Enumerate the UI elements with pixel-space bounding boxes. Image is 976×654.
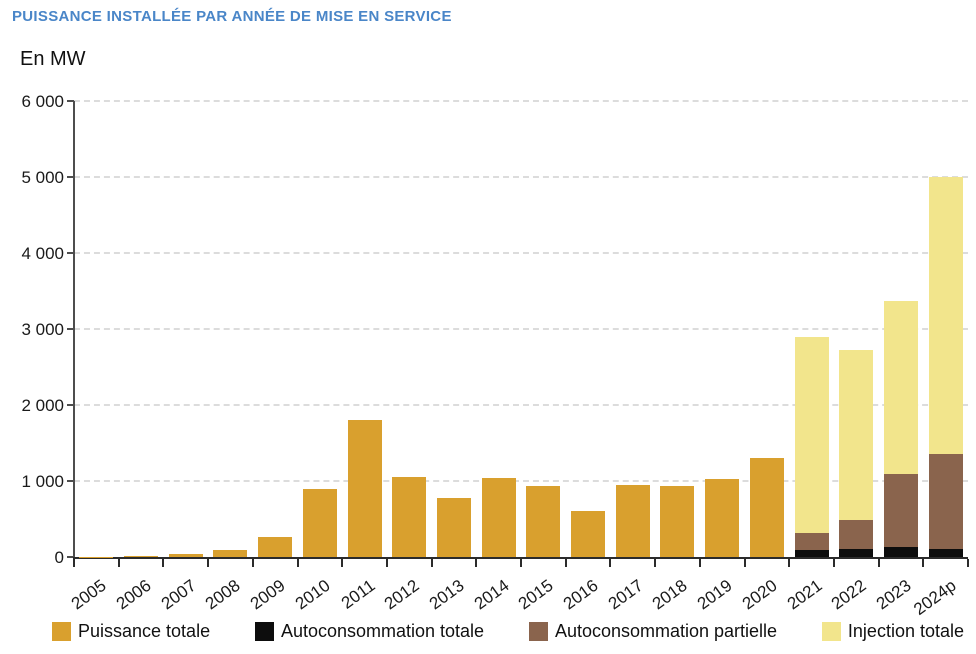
x-axis-tick (832, 559, 835, 567)
bar-2016-puissance_totale (571, 510, 606, 557)
bar-2022-autoconsommation_totale (839, 548, 874, 557)
legend-swatch-autoconsommation_totale (254, 622, 274, 641)
x-axis-tick (73, 559, 75, 567)
x-axis-tick (609, 559, 612, 567)
legend-item-injection_totale: Injection totale (821, 621, 964, 642)
bar-2023-injection_totale (883, 300, 918, 475)
x-axis-tick (788, 559, 791, 567)
bar-2024p-autoconsommation_partielle (928, 454, 963, 549)
bar-2024p-injection_totale (928, 177, 963, 455)
x-axis-tick (341, 559, 344, 567)
y-tick-label: 2 000 (21, 396, 64, 415)
bar-2024p-autoconsommation_totale (928, 548, 963, 557)
gridline-2000 (74, 404, 968, 406)
gridline-6000 (74, 100, 968, 102)
x-axis-tick (385, 559, 388, 567)
legend-swatch-autoconsommation_partielle (528, 622, 548, 641)
legend-item-autoconsommation_partielle: Autoconsommation partielle (528, 621, 778, 642)
x-axis-tick (564, 559, 567, 567)
bar-2022-autoconsommation_partielle (839, 519, 874, 549)
bar-2010-puissance_totale (302, 489, 337, 557)
bar-2012-puissance_totale (392, 476, 427, 557)
y-axis-tick (67, 328, 74, 330)
y-axis-tick (67, 100, 74, 102)
bar-2019-puissance_totale (705, 479, 740, 557)
bar-2022-injection_totale (839, 350, 874, 520)
x-axis-tick (743, 559, 746, 567)
x-axis-tick (698, 559, 701, 567)
legend-label: Autoconsommation totale (280, 621, 485, 641)
y-tick-label: 3 000 (21, 320, 64, 339)
gridline-3000 (74, 328, 968, 330)
bar-2023-autoconsommation_partielle (883, 474, 918, 547)
bar-2023-autoconsommation_totale (883, 546, 918, 557)
bar-2009-puissance_totale (258, 537, 293, 557)
legend-item-autoconsommation_totale: Autoconsommation totale (254, 621, 485, 642)
legend-item-puissance_totale: Puissance totale (52, 621, 210, 642)
legend-label: Autoconsommation partielle (554, 621, 778, 641)
y-axis-tick (67, 252, 74, 254)
x-axis-tick (430, 559, 433, 567)
gridline-4000 (74, 252, 968, 254)
y-tick-label: 1 000 (21, 472, 64, 491)
x-axis-tick (520, 559, 522, 567)
gridline-1000 (74, 480, 968, 482)
x-axis-tick (654, 559, 657, 567)
bar-2017-puissance_totale (615, 485, 650, 557)
x-axis-tick (922, 559, 925, 567)
bar-2021-injection_totale (794, 336, 829, 534)
y-axis-unit-label: En MW (20, 48, 86, 70)
bar-2014-puissance_totale (481, 478, 516, 557)
legend-label: Puissance totale (78, 621, 211, 641)
bar-2008-puissance_totale (213, 549, 248, 557)
bar-2011-puissance_totale (347, 420, 382, 557)
x-axis-tick (877, 559, 880, 567)
legend-swatch-puissance_totale (52, 622, 71, 641)
bar-2015-puissance_totale (526, 485, 561, 557)
bar-2007-puissance_totale (168, 553, 203, 557)
gridline-5000 (74, 176, 968, 178)
x-axis-tick (251, 559, 254, 567)
x-axis-tick (967, 559, 969, 567)
y-axis (73, 101, 75, 557)
y-tick-label: 0 (54, 548, 64, 567)
bar-2018-puissance_totale (660, 485, 695, 557)
x-axis-tick (207, 559, 210, 567)
y-axis-tick (67, 480, 74, 482)
y-tick-label: 6 000 (21, 92, 64, 111)
bar-2020-puissance_totale (749, 458, 784, 557)
x-axis (73, 557, 968, 559)
x-axis-tick (117, 559, 120, 567)
y-axis-tick (67, 404, 74, 406)
y-axis-tick (67, 556, 74, 558)
legend-label: Injection totale (847, 621, 964, 641)
legend-swatch-injection_totale (821, 622, 841, 641)
y-tick-label: 4 000 (21, 244, 64, 263)
bar-2013-puissance_totale (436, 497, 471, 557)
x-axis-tick (296, 559, 299, 567)
bar-2021-autoconsommation_totale (794, 550, 829, 557)
bar-2006-puissance_totale (124, 556, 159, 557)
x-axis-tick (162, 559, 165, 567)
y-tick-label: 5 000 (21, 168, 64, 187)
chart-title: PUISSANCE INSTALLÉE PAR ANNÉE DE MISE EN… (12, 8, 452, 25)
x-axis-tick (475, 559, 478, 567)
y-axis-tick (67, 176, 74, 178)
legend: Puissance totale Autoconsommation totale A… (52, 621, 964, 642)
bar-2021-autoconsommation_partielle (794, 533, 829, 551)
